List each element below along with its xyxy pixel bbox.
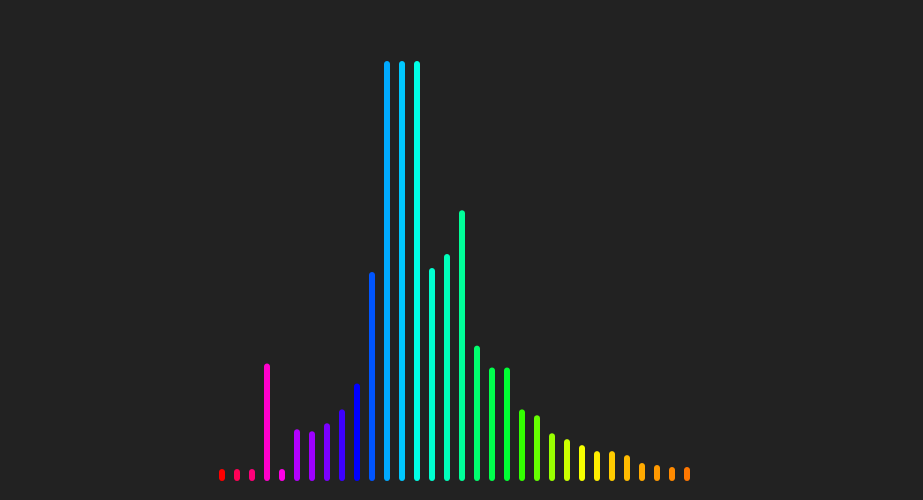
bar-series xyxy=(219,60,690,481)
